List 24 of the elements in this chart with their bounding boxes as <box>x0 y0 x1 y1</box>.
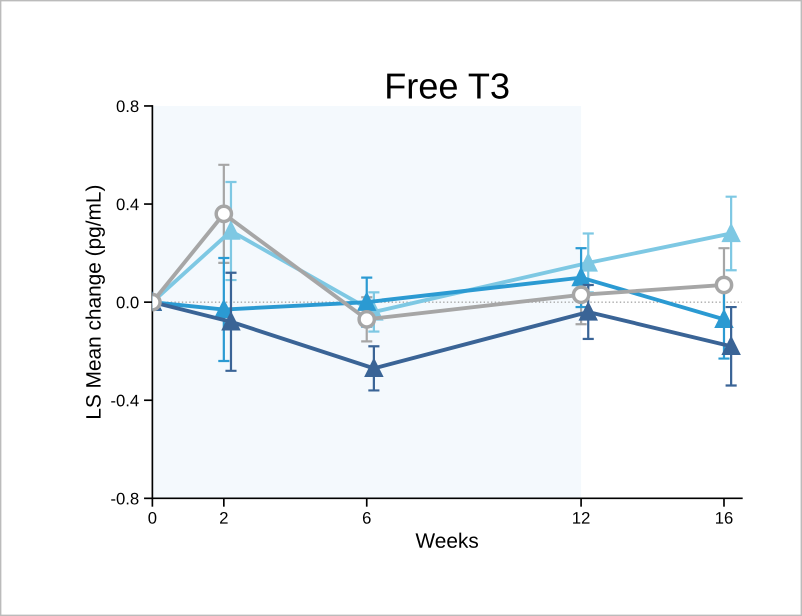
point <box>572 285 590 304</box>
y-tick-label: 0.0 <box>116 296 139 308</box>
point <box>214 204 234 224</box>
point <box>572 268 590 286</box>
x-axis-title: Weeks <box>416 532 478 548</box>
y-tick-label: 0.4 <box>116 198 139 210</box>
y-axis-title: LS Mean change (pg/mL) <box>85 186 105 418</box>
point <box>222 222 240 240</box>
x-tick-label: 12 <box>573 512 590 524</box>
x-tick-label: 6 <box>362 512 371 524</box>
point <box>580 303 597 321</box>
x-tick-label: 0 <box>148 512 156 524</box>
x-tick-label: 16 <box>716 512 733 524</box>
chart-title: Free T3 <box>387 73 508 99</box>
point <box>365 360 383 378</box>
y-tick-label: 0.8 <box>116 100 138 112</box>
point <box>580 254 597 272</box>
y-tick-label: -0.4 <box>111 394 139 406</box>
point <box>722 224 740 242</box>
point <box>358 293 376 311</box>
x-tick-label: 2 <box>220 512 228 524</box>
point <box>357 310 376 329</box>
y-tick-label: -0.8 <box>111 492 138 505</box>
point <box>714 276 734 294</box>
